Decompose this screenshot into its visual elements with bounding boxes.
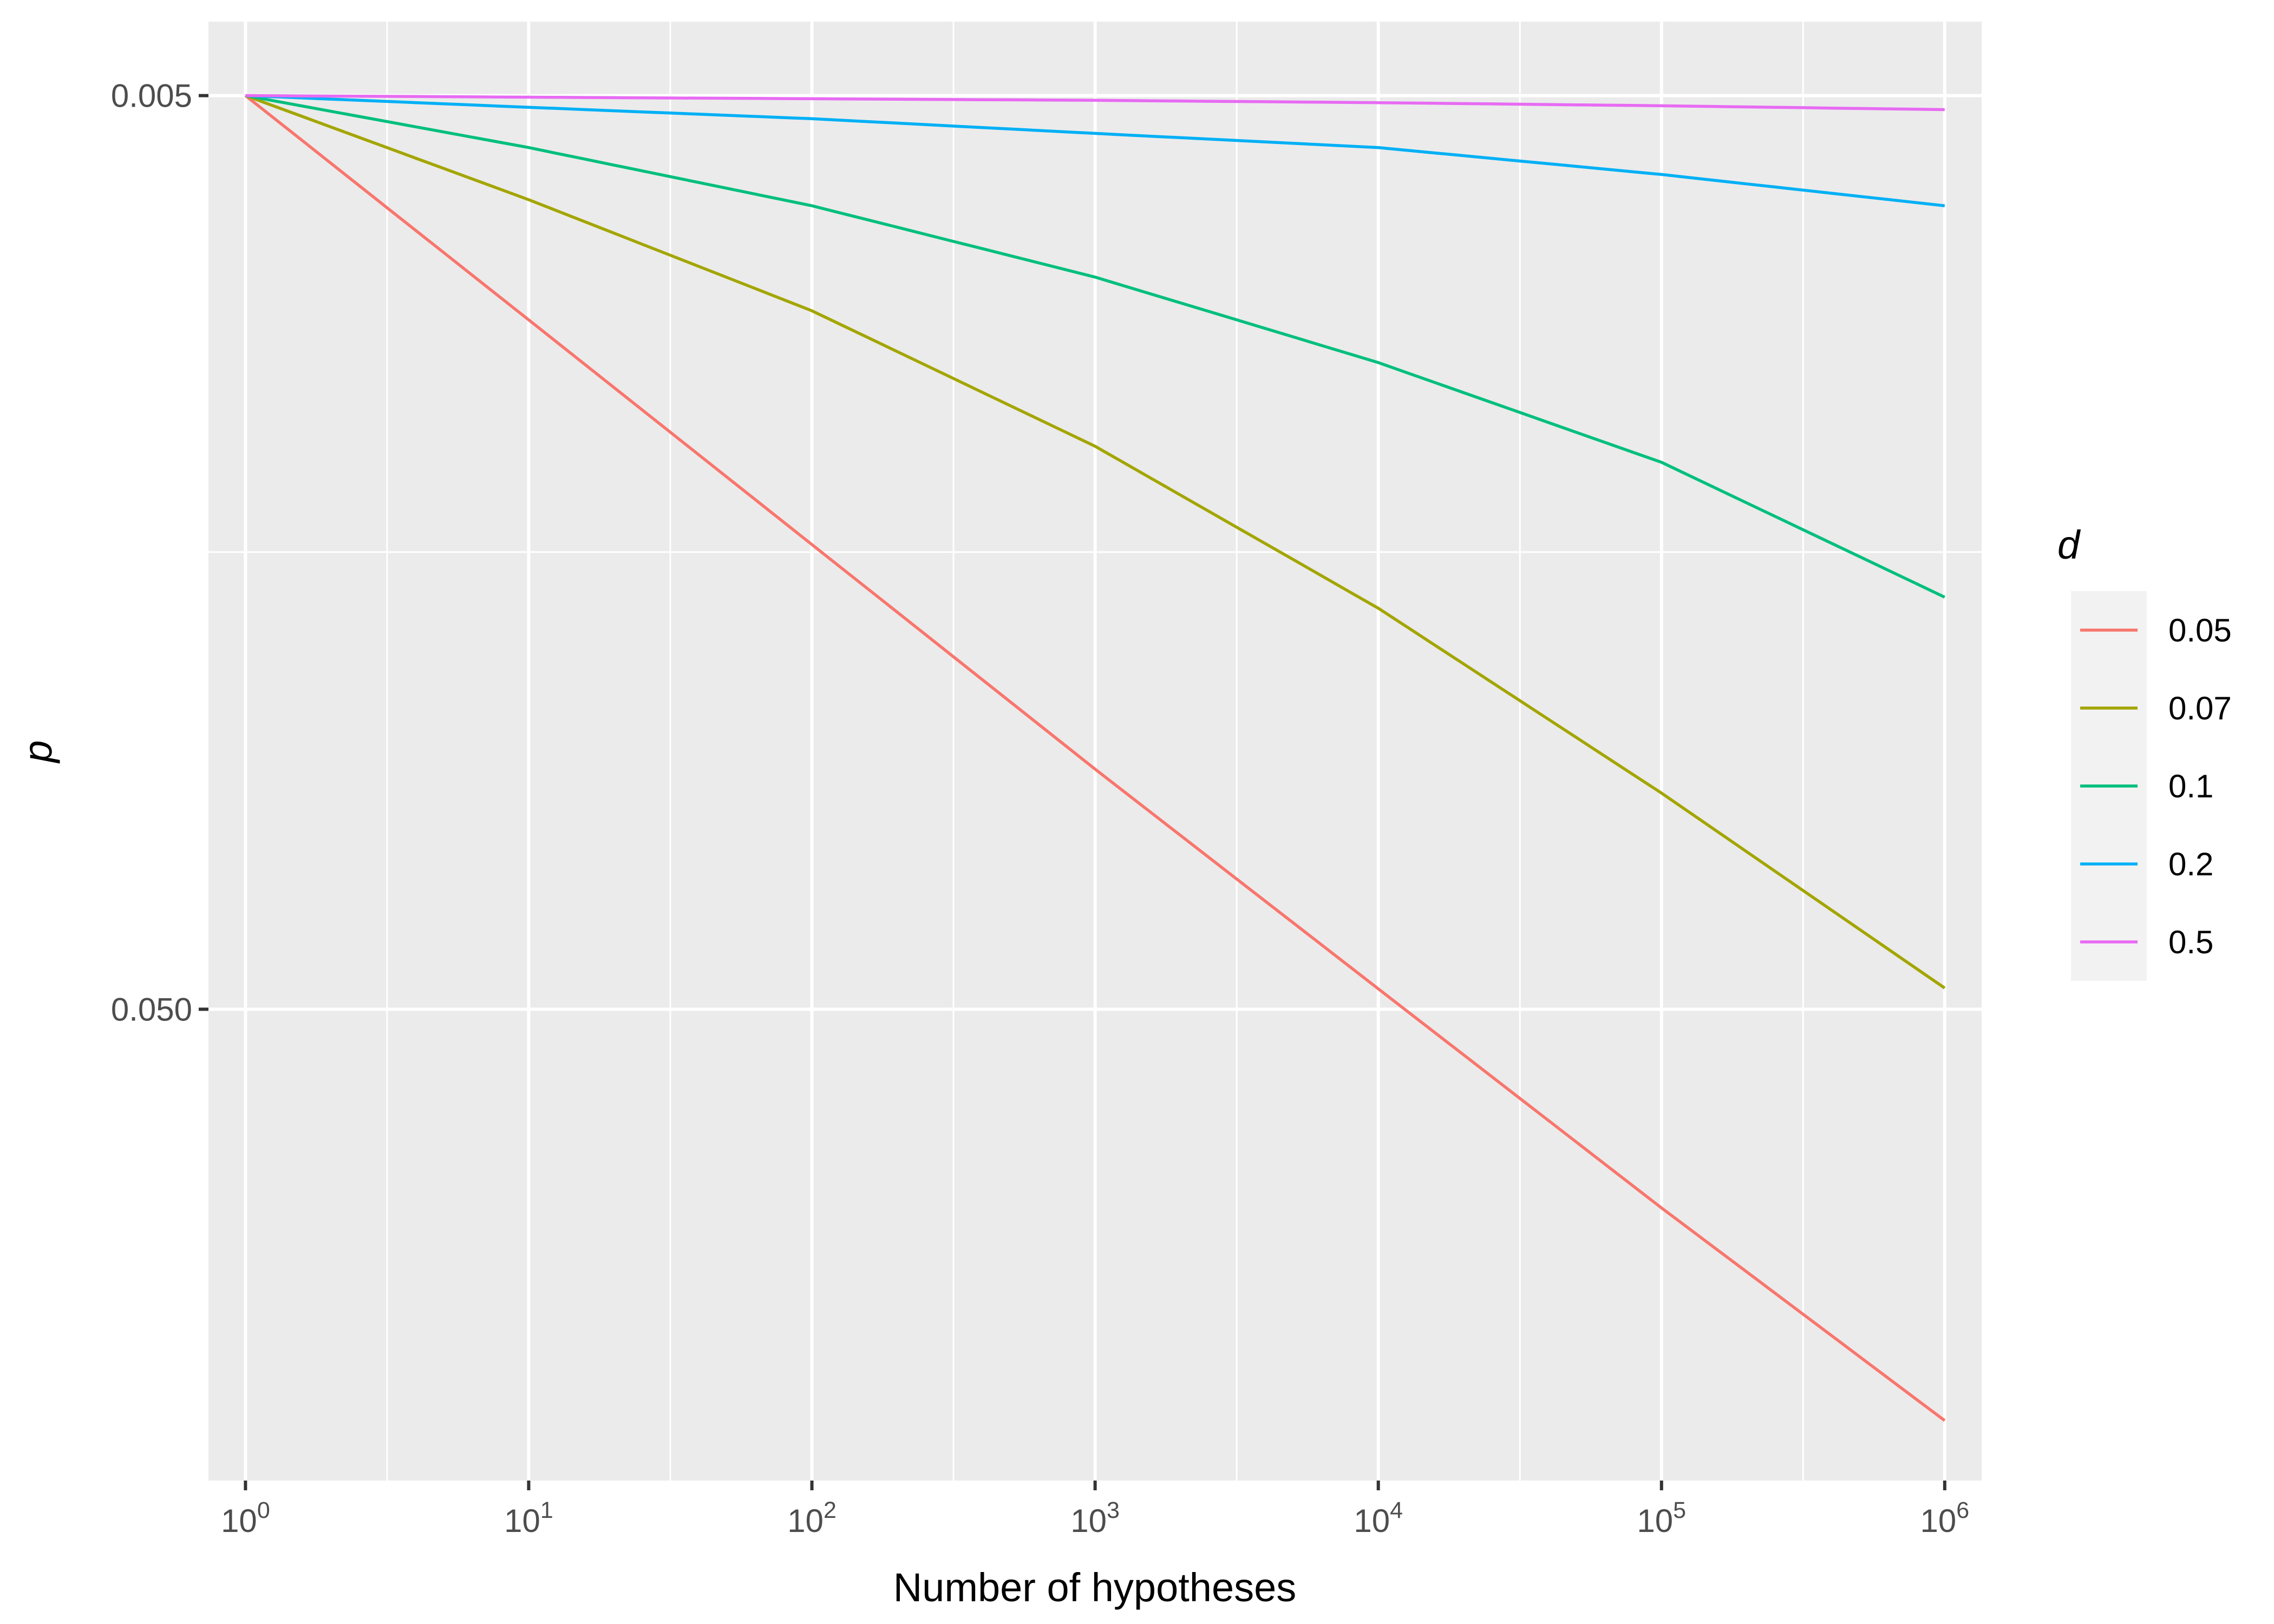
x-tick-label: 105 [1637, 1497, 1686, 1539]
series-layer [244, 94, 1946, 1422]
y-axis-title: p [15, 740, 60, 763]
y-tick-label: 0.005 [111, 78, 192, 114]
x-tick-label: 100 [221, 1497, 270, 1539]
x-axis-title: Number of hypotheses [893, 1565, 1297, 1610]
x-tick-label: 106 [1920, 1497, 1969, 1539]
legend-title: d [2057, 522, 2081, 567]
x-tick-label: 103 [1070, 1497, 1120, 1539]
legend-label: 0.05 [2168, 612, 2232, 649]
legend-label: 0.5 [2168, 924, 2213, 960]
legend-label: 0.2 [2168, 846, 2213, 882]
series-line-0.1 [245, 94, 1945, 599]
y-tick-label: 0.050 [111, 991, 192, 1027]
series-line-0.05 [244, 94, 1946, 1422]
legend-label: 0.07 [2168, 690, 2232, 726]
series-line-0.2 [245, 94, 1945, 207]
axes: 0.005 0.050 100 101 102 103 104 105 106 [111, 78, 1969, 1539]
legend: d 0.05 0.07 0.1 0.2 0.5 [2057, 522, 2232, 981]
x-tick-label: 101 [504, 1497, 553, 1539]
series-line-0.07 [245, 94, 1946, 990]
legend-label: 0.1 [2168, 768, 2213, 804]
x-tick-label: 104 [1354, 1497, 1403, 1539]
series-line-0.5 [245, 94, 1945, 112]
x-tick-label: 102 [787, 1497, 837, 1539]
grid [208, 22, 1982, 1481]
